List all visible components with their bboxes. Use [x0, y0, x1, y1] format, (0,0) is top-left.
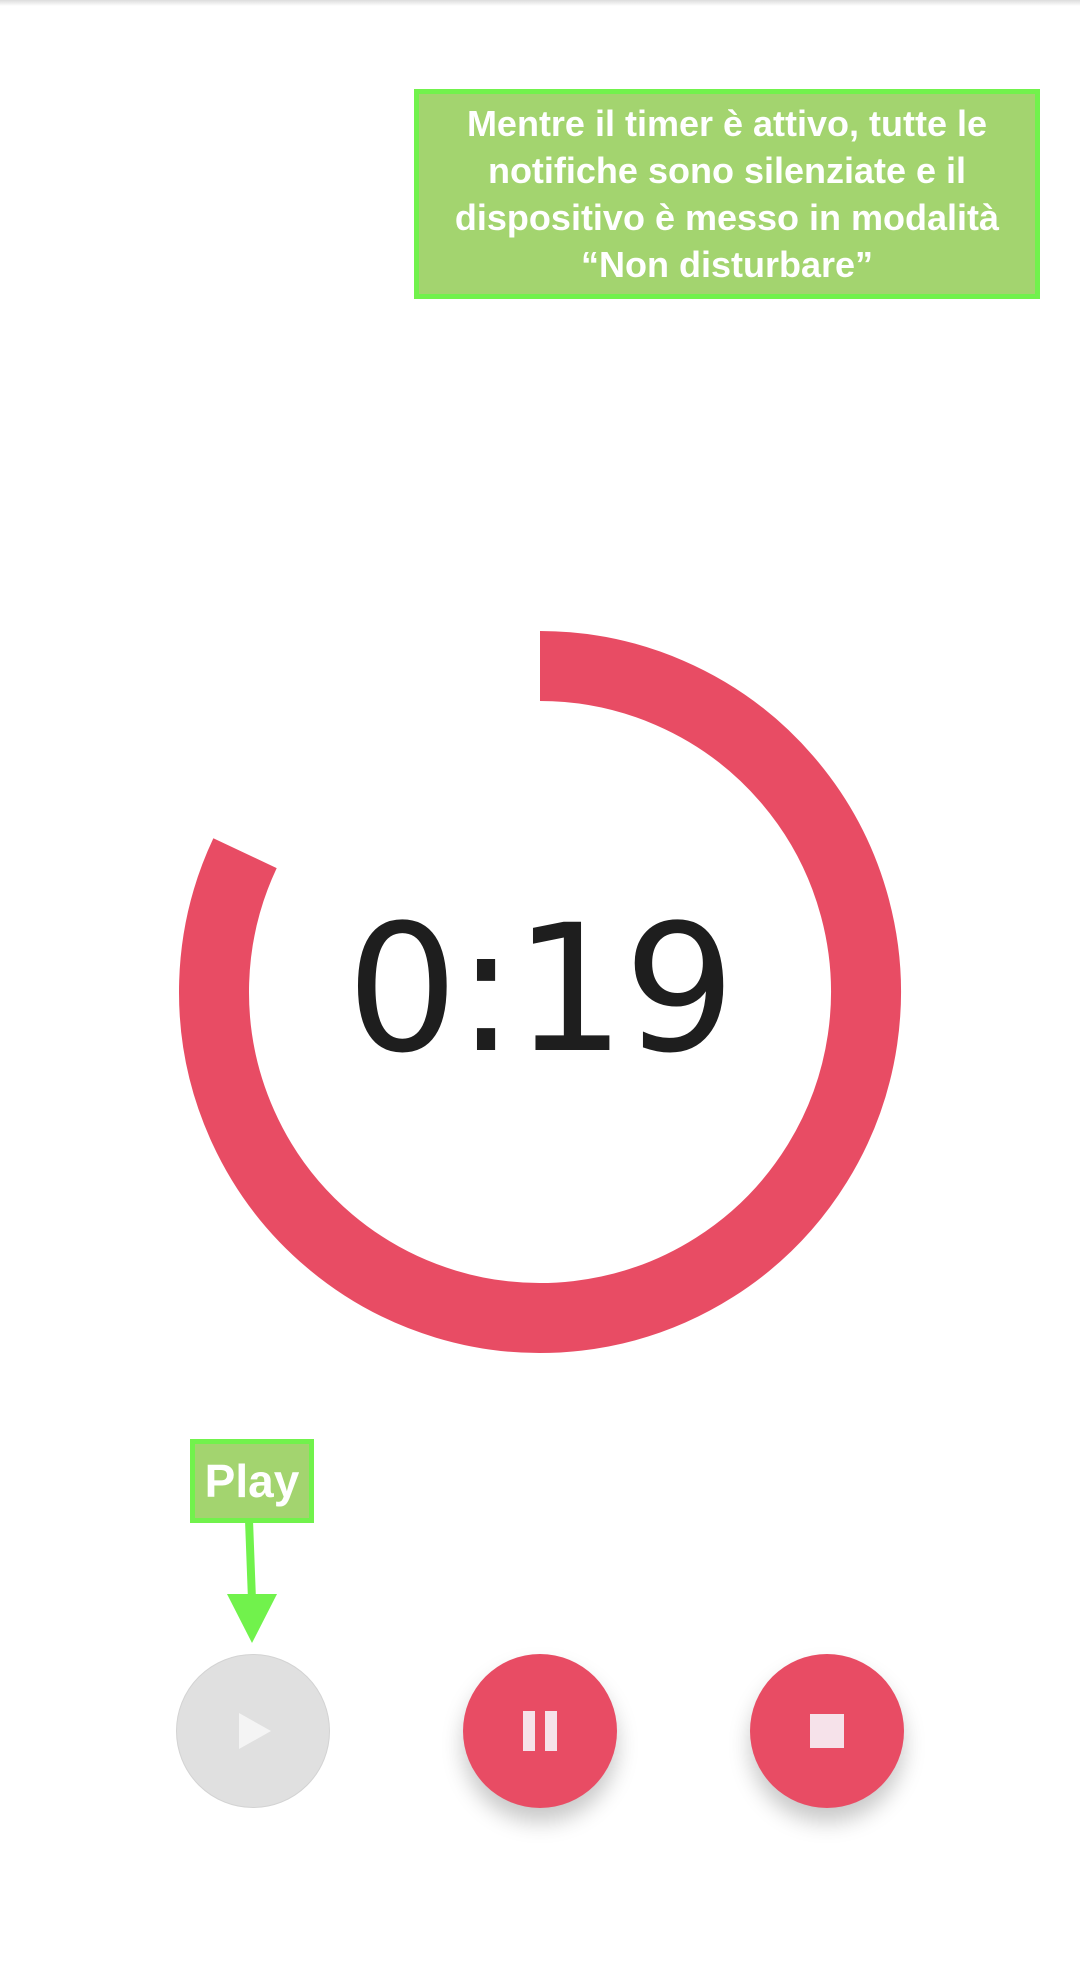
play-button[interactable]: [176, 1654, 330, 1808]
pause-icon: [523, 1711, 557, 1751]
stop-icon: [810, 1714, 844, 1748]
annotation-callout: Mentre il timer è attivo, tutte le notif…: [414, 89, 1040, 299]
stop-button[interactable]: [750, 1654, 904, 1808]
annotation-text: Mentre il timer è attivo, tutte le notif…: [454, 103, 1000, 285]
pause-button[interactable]: [463, 1654, 617, 1808]
play-icon: [239, 1713, 271, 1749]
status-bar-shadow: [0, 0, 1080, 6]
timer-display: 0:19: [346, 887, 735, 1092]
timer-progress-arc: [179, 631, 901, 1353]
